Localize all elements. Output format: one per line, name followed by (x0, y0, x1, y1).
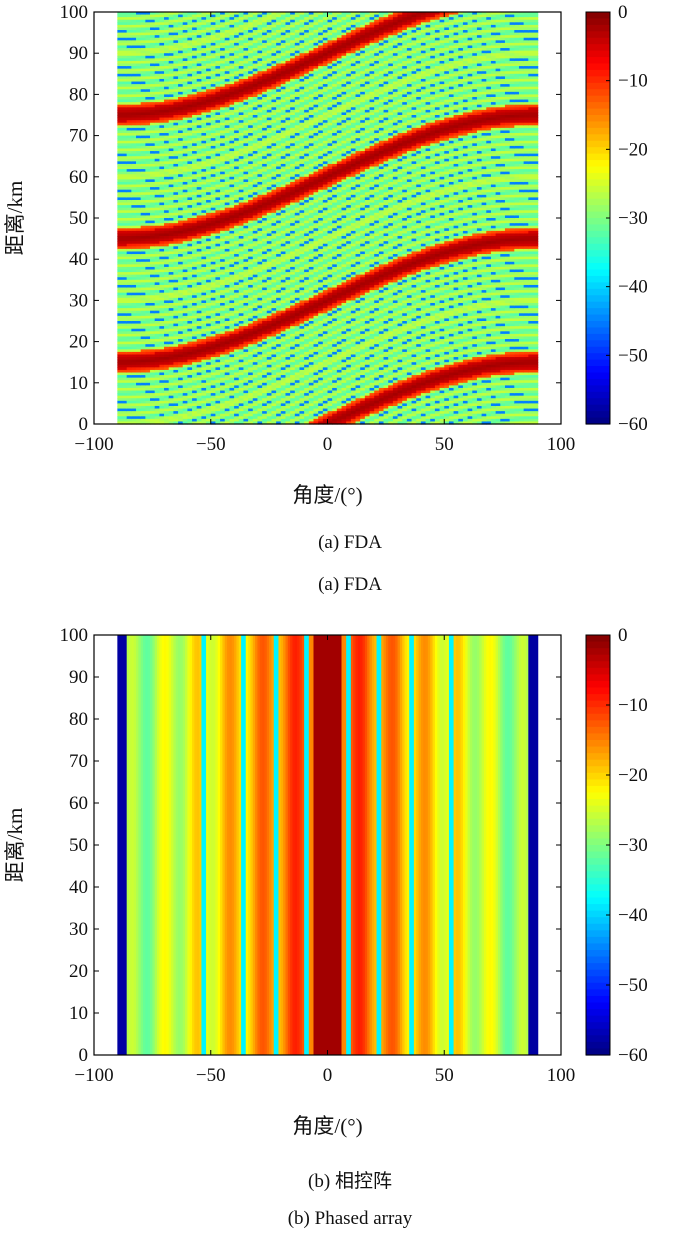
heatmap-cells (117, 12, 538, 425)
fda-chart: −100 −50 0 50 100 0 10 20 30 40 50 60 70 80 90 100 角度/(°… (0, 0, 700, 530)
fda-heatmap-svg: −100 −50 0 50 1000102030405060708090100角度/(°… (0, 0, 700, 530)
